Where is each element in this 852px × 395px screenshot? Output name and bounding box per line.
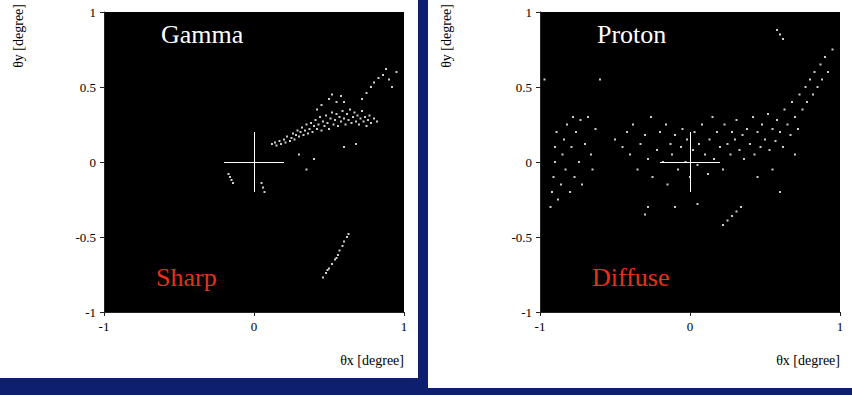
svg-text:0.5: 0.5 [80, 80, 96, 95]
svg-text:Sharp: Sharp [156, 263, 217, 292]
svg-text:0: 0 [251, 319, 258, 334]
svg-text:-1: -1 [535, 319, 546, 334]
svg-text:-1: -1 [521, 305, 532, 320]
svg-text:1: 1 [526, 5, 533, 20]
svg-text:0: 0 [90, 155, 97, 170]
svg-text:0.5: 0.5 [516, 80, 532, 95]
svg-text:θx [degree]: θx [degree] [340, 353, 404, 368]
svg-text:1: 1 [837, 319, 844, 334]
svg-text:-1: -1 [99, 319, 110, 334]
svg-text:θx [degree]: θx [degree] [776, 353, 840, 368]
svg-text:0: 0 [687, 319, 694, 334]
svg-text:Diffuse: Diffuse [592, 263, 670, 292]
svg-text:-0.5: -0.5 [75, 230, 96, 245]
svg-text:θy [degree]: θy [degree] [439, 4, 454, 68]
svg-text:1: 1 [90, 5, 97, 20]
svg-text:θy [degree]: θy [degree] [11, 4, 26, 68]
svg-text:-1: -1 [85, 305, 96, 320]
svg-text:1: 1 [401, 319, 408, 334]
svg-text:0: 0 [526, 155, 533, 170]
svg-text:-0.5: -0.5 [511, 230, 532, 245]
svg-text:Gamma: Gamma [161, 20, 244, 49]
svg-text:Proton: Proton [597, 20, 666, 49]
